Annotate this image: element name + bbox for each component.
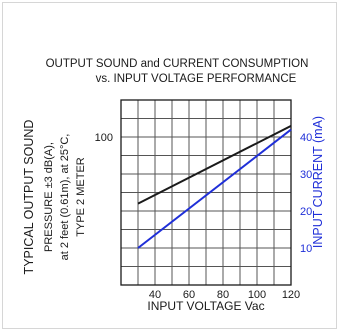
y-tick-labels: 100	[95, 132, 113, 144]
y2-tick-label: 40	[300, 132, 312, 144]
series-line-sound	[137, 125, 292, 205]
chart-title: OUTPUT SOUND and CURRENT CONSUMPTION	[46, 58, 309, 70]
x-axis-label: INPUT VOLTAGE Vac	[147, 299, 264, 313]
plot-area	[120, 99, 292, 286]
y2-tick-label: 30	[300, 169, 312, 181]
y-axis-label-line: PRESSURE ±3 dB(A),	[43, 142, 55, 252]
x-tick-label: 100	[248, 289, 266, 301]
series-layer	[137, 125, 292, 249]
y2-axis-label: INPUT CURRENT (mA)	[311, 116, 325, 248]
y2-tick-label: 20	[300, 206, 312, 218]
y-axis-label-line: TYPICAL OUTPUT SOUND	[22, 120, 36, 275]
y2-tick-labels: 10 20 30 40	[300, 132, 312, 255]
x-tick-label: 120	[282, 289, 300, 301]
chart-frame	[2, 2, 337, 329]
y2-tick-label: 10	[300, 243, 312, 255]
x-tick-label: 80	[217, 289, 229, 301]
y-axis-label-line: at 2 feet (0.61m), at 25°C,	[59, 134, 71, 261]
x-tick-labels: 40 60 80 100 120	[149, 289, 300, 301]
y-axis-label: TYPICAL OUTPUT SOUND PRESSURE ±3 dB(A), at…	[22, 120, 87, 275]
x-tick-label: 40	[149, 289, 161, 301]
chart-subtitle: vs. INPUT VOLTAGE PERFORMANCE	[96, 73, 297, 85]
y-axis-label-line: TYPE 2 METER	[75, 157, 87, 237]
series-line-current	[137, 128, 292, 249]
x-tick-label: 60	[183, 289, 195, 301]
grid	[121, 100, 291, 285]
y-tick-label: 100	[95, 132, 113, 144]
plot-border	[120, 99, 292, 286]
